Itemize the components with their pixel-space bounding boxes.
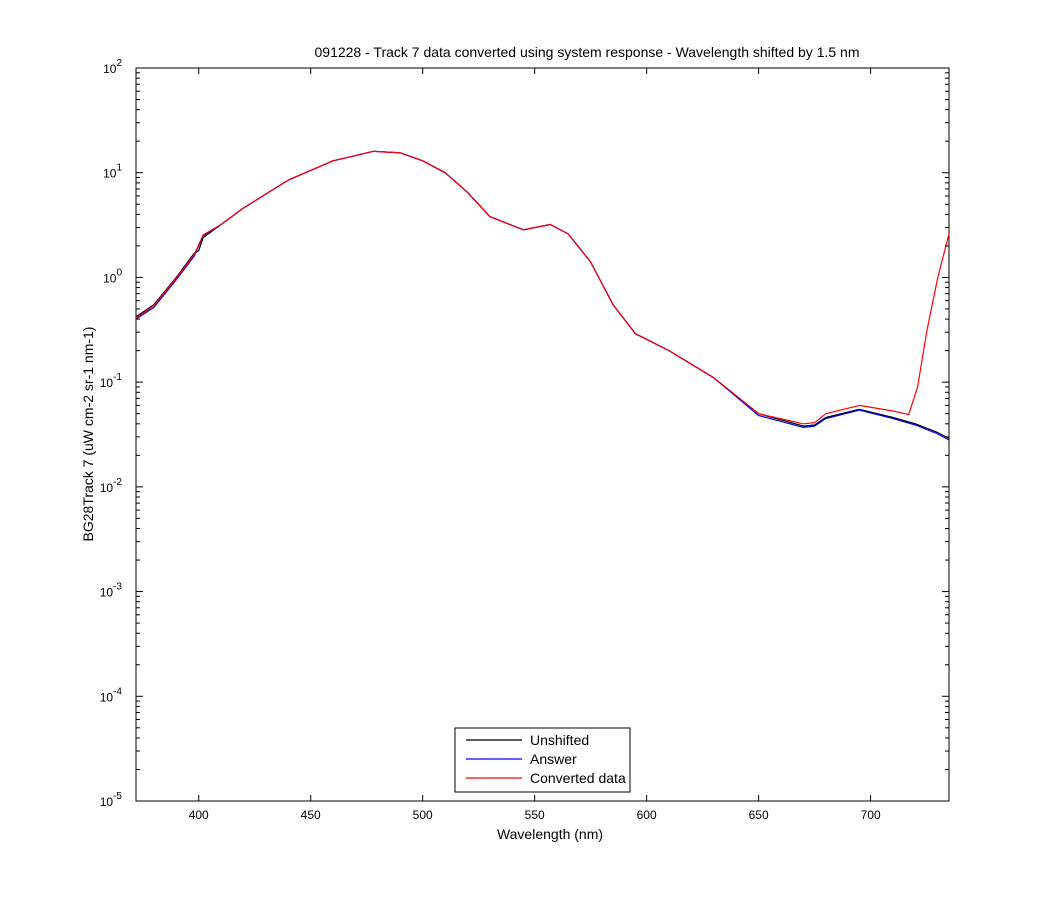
- y-tick-label-base: 10: [103, 271, 117, 285]
- legend-label-converted-data: Converted data: [530, 770, 626, 786]
- y-tick-label: 102: [103, 58, 122, 76]
- y-tick-label: 10-1: [100, 372, 123, 390]
- y-tick-label-base: 10: [100, 795, 114, 809]
- x-tick-label: 400: [189, 808, 209, 822]
- y-tick-label: 10-4: [100, 686, 123, 704]
- series-layer: [135, 150, 950, 441]
- legend-label-answer: Answer: [530, 751, 577, 767]
- legend-label-unshifted: Unshifted: [530, 732, 589, 748]
- x-tick-label: 500: [413, 808, 433, 822]
- y-tick-label-exponent: -1: [113, 372, 122, 383]
- y-tick-label-exponent: 0: [116, 267, 122, 278]
- x-tick-label: 600: [637, 808, 657, 822]
- tick-layer: 400 450 500 550 600 650 70010210110010-110-210…: [100, 58, 949, 822]
- y-tick-label-exponent: 2: [116, 58, 122, 69]
- y-tick-label-exponent: -5: [113, 791, 122, 802]
- y-tick-label-exponent: -4: [113, 686, 122, 697]
- x-tick-label: 650: [749, 808, 769, 822]
- y-tick-label: 10-5: [100, 791, 123, 809]
- y-tick-label: 10-2: [100, 477, 123, 495]
- x-axis-title: Wavelength (nm): [497, 826, 603, 842]
- y-tick-label-exponent: -2: [113, 477, 122, 488]
- y-tick-label-base: 10: [103, 167, 117, 181]
- legend: Unshifted Answer Converted data: [454, 727, 631, 793]
- y-tick-label-exponent: -3: [113, 582, 122, 593]
- y-tick-label-base: 10: [103, 62, 117, 76]
- x-tick-label: 450: [301, 808, 321, 822]
- y-tick-label: 10-3: [100, 582, 123, 600]
- y-tick-label: 101: [103, 163, 122, 181]
- plot-area: [135, 67, 950, 802]
- y-tick-label-base: 10: [100, 376, 114, 390]
- y-tick-label-base: 10: [100, 586, 114, 600]
- legend-entries: Unshifted Answer Converted data: [466, 732, 626, 786]
- y-axis-title: BG28Track 7 (uW cm-2 sr-1 nm-1): [80, 327, 96, 542]
- series-line-converted-data: [135, 150, 950, 425]
- y-tick-label-base: 10: [100, 690, 114, 704]
- legend-box: [454, 727, 631, 793]
- x-tick-label: 700: [861, 808, 881, 822]
- x-tick-label: 550: [525, 808, 545, 822]
- y-tick-label-exponent: 1: [116, 163, 122, 174]
- y-tick-label-base: 10: [100, 481, 114, 495]
- y-tick-label: 100: [103, 267, 122, 285]
- chart-title: 091228 - Track 7 data converted using sy…: [315, 44, 860, 60]
